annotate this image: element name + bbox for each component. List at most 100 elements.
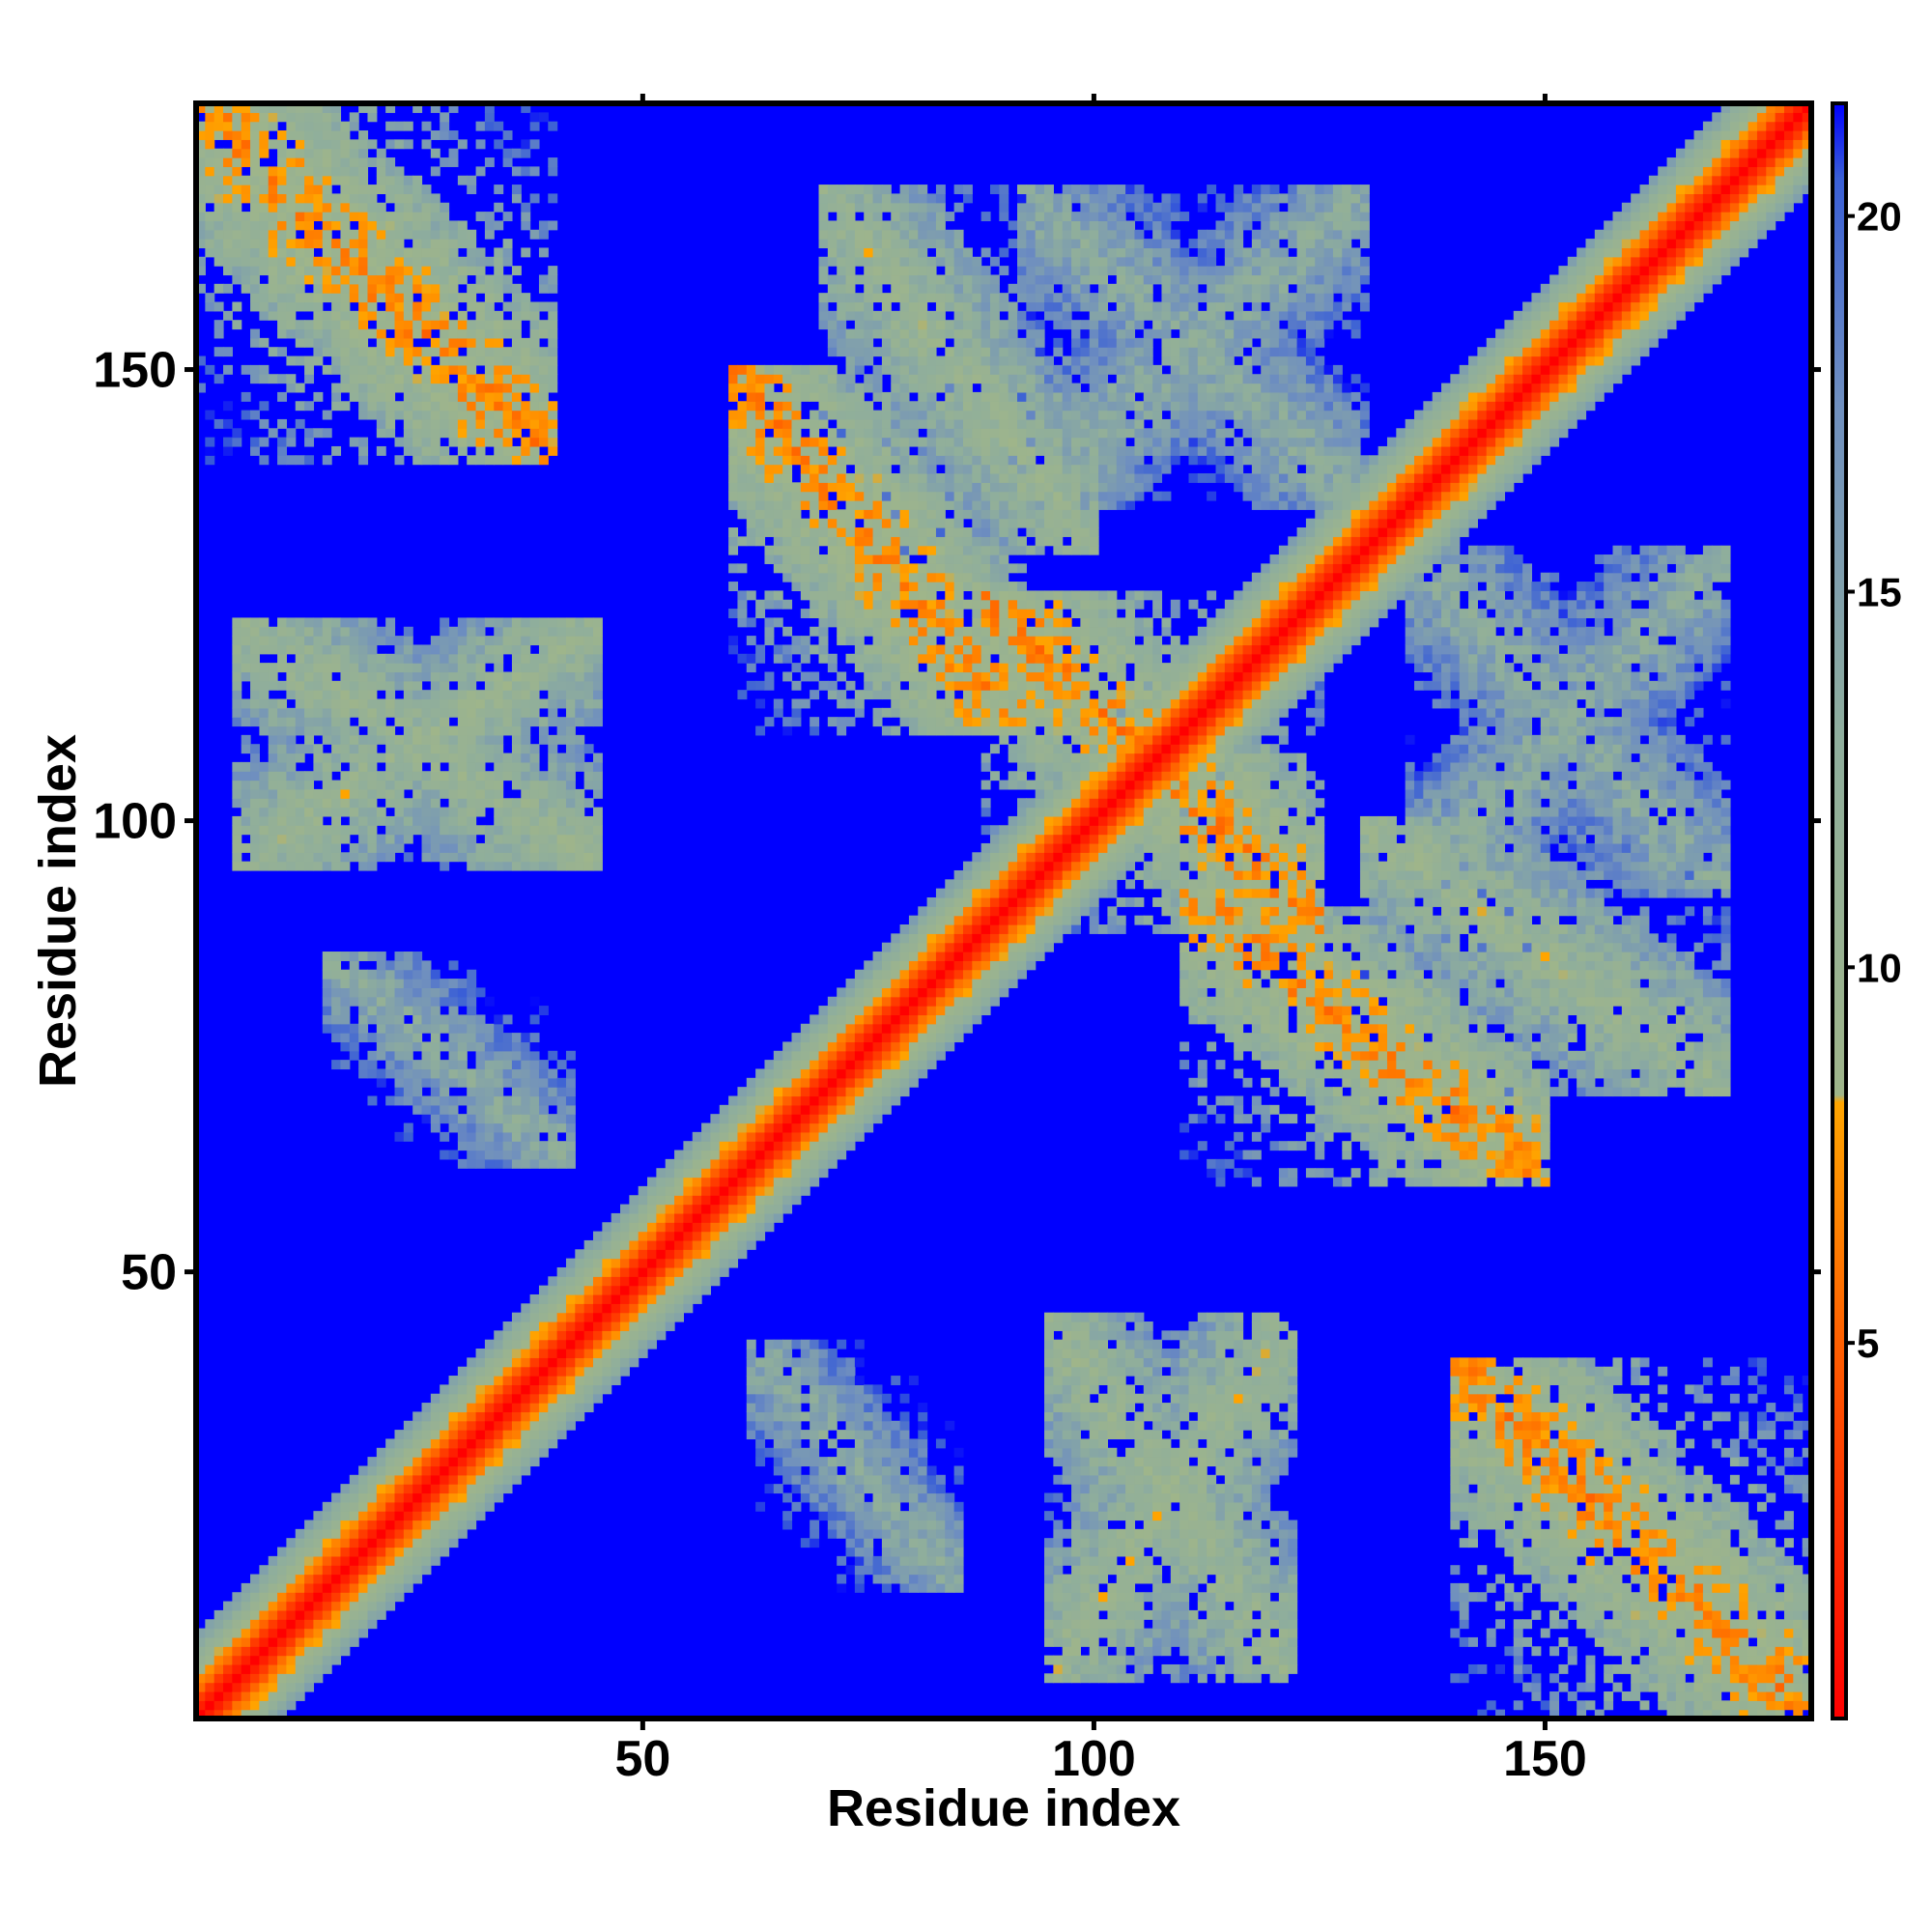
heatmap-cell [647,1195,657,1206]
heatmap-cell [810,364,820,375]
heatmap-cell [313,1636,324,1647]
heatmap-cell [529,1447,540,1458]
heatmap-cell [331,337,342,348]
heatmap-cell [349,1555,359,1566]
heatmap-cell [223,364,233,375]
heatmap-cell [837,482,847,493]
heatmap-cell [304,1592,315,1603]
heatmap-cell [845,310,856,321]
heatmap-cell [223,437,233,447]
heatmap-cell [457,391,468,402]
heatmap-cell [529,1403,540,1413]
heatmap-cell [511,1077,522,1088]
heatmap-cell [502,698,513,709]
heatmap-cell [773,1177,783,1187]
heatmap-cell [394,283,405,294]
heatmap-cell [494,807,504,817]
heatmap-cell [665,1266,675,1277]
heatmap-cell [746,1104,756,1115]
heatmap-cell [494,1104,504,1115]
heatmap-cell [665,1321,675,1331]
heatmap-cell [250,753,260,763]
heatmap-cell [773,1060,783,1070]
heatmap-cell [457,239,468,249]
heatmap-cell [367,293,378,303]
heatmap-cell [764,1068,775,1079]
heatmap-cell [259,834,270,844]
heatmap-cell [223,1690,233,1701]
heatmap-cell [872,996,883,1007]
heatmap-cell [854,185,865,195]
heatmap-cell [710,1222,721,1233]
heatmap-cell [412,987,423,998]
heatmap-cell [412,1430,423,1440]
heatmap-cell [845,554,856,564]
heatmap-cell [403,1528,413,1539]
heatmap-cell [277,1547,288,1557]
heatmap-cell [502,428,513,439]
heatmap-cell [755,418,766,429]
heatmap-cell [611,1312,621,1322]
heatmap-cell [872,455,883,466]
heatmap-cell [773,472,783,483]
heatmap-cell [448,1447,459,1458]
heatmap-cell [349,671,359,682]
heatmap-cell [837,717,847,727]
heatmap-cell [810,1068,820,1079]
heatmap-cell [611,1258,621,1268]
heatmap-cell [440,320,450,330]
heatmap-cell [223,418,233,429]
heatmap-cell [854,401,865,412]
heatmap-cell [746,418,756,429]
heatmap-cell [403,1565,413,1576]
heatmap-cell [304,130,315,140]
heatmap-cell [358,825,369,836]
heatmap-cell [620,1303,630,1314]
heatmap-cell [511,428,522,439]
heatmap-cell [683,1222,694,1233]
heatmap-cell [755,1411,766,1422]
heatmap-cell [403,1077,413,1088]
heatmap-cell [394,1492,405,1503]
heatmap-cell [385,1501,396,1512]
heatmap-cell [376,1457,386,1467]
heatmap-cell [854,1492,865,1503]
heatmap-cell [575,1276,585,1287]
heatmap-cell [322,1547,332,1557]
heatmap-cell [304,1555,315,1566]
heatmap-cell [322,671,332,682]
heatmap-cell [322,410,332,420]
heatmap-cell [764,1087,775,1097]
heatmap-cell [529,1438,540,1449]
heatmap-cell [511,1141,522,1151]
heatmap-cell [304,671,315,682]
heatmap-cell [349,734,359,745]
heatmap-cell [548,1357,558,1368]
heatmap-cell [791,717,802,727]
heatmap-cell [710,1195,721,1206]
heatmap-cell [313,193,324,204]
heatmap-cell [891,1457,901,1467]
heatmap-cell [213,374,224,384]
heatmap-cell [286,753,297,763]
heatmap-cell [872,1484,883,1494]
heatmap-cell [421,401,432,412]
heatmap-cell [440,698,450,709]
heatmap-cell [232,1690,242,1701]
heatmap-cell [891,671,901,682]
heatmap-cell [565,698,576,709]
heatmap-cell [791,391,802,402]
heatmap-cell [556,680,567,691]
heatmap-cell [791,1177,802,1187]
heatmap-cell [521,293,531,303]
heatmap-cell [385,364,396,375]
heatmap-cell [891,1574,901,1584]
heatmap-cell [881,663,892,673]
heatmap-cell [430,418,440,429]
heatmap-cell [223,1646,233,1657]
heatmap-cell [340,744,351,754]
heatmap-cell [430,202,440,213]
heatmap-cell [232,185,242,195]
heatmap-cell [448,320,459,330]
heatmap-cell [475,383,486,393]
